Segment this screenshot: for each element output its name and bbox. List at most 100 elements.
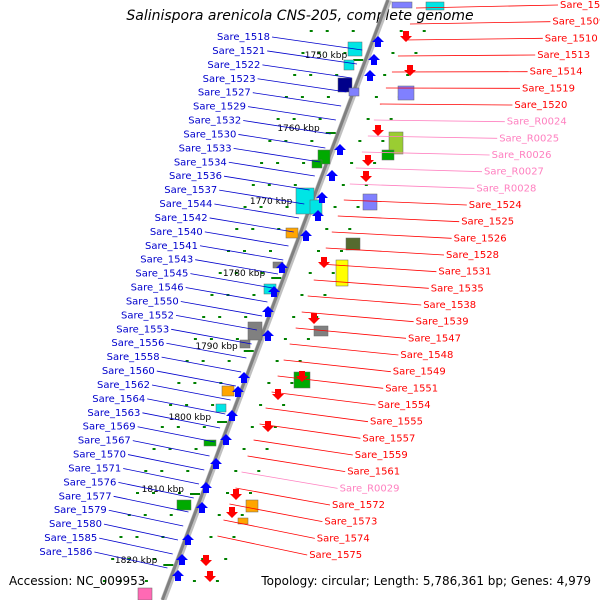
track-dot xyxy=(301,52,305,54)
track-dot xyxy=(234,470,238,472)
minus-gene-label: Sare_1546 xyxy=(131,283,184,294)
track-dot xyxy=(209,338,213,340)
plus-strand-arrow xyxy=(230,489,242,500)
track-dot xyxy=(152,448,156,450)
plus-strand-arrow xyxy=(362,155,374,166)
track-dot xyxy=(300,96,304,98)
plus-strand-arrow xyxy=(204,571,216,582)
minus-strand-arrow xyxy=(182,534,194,545)
track-dot xyxy=(374,96,378,98)
track-dot xyxy=(391,52,395,54)
rna-gene-label: Sare_R0028 xyxy=(476,183,536,194)
track-dot xyxy=(340,250,343,252)
minus-gene-label: Sare_1553 xyxy=(116,324,169,335)
label-connector xyxy=(307,295,422,306)
label-connector xyxy=(223,175,310,191)
track-dot xyxy=(144,580,148,582)
minus-gene-label: Sare_1541 xyxy=(145,241,198,252)
track-dot xyxy=(201,558,205,560)
plus-gene-label: Sare_1572 xyxy=(332,500,385,511)
track-dot xyxy=(284,140,288,142)
minus-gene-label: Sare_1558 xyxy=(107,352,160,363)
gene-feature-box xyxy=(425,1,445,11)
track-dot xyxy=(326,96,330,98)
track-dot xyxy=(227,360,231,362)
scale-label: 1780 kbp xyxy=(223,269,266,279)
label-connector xyxy=(313,279,429,289)
track-dot xyxy=(259,404,263,406)
minus-gene-label: Sare_1576 xyxy=(63,477,116,488)
track-dot xyxy=(153,558,157,560)
minus-gene-label: Sare_1550 xyxy=(126,296,179,307)
plus-gene-label: Sare_1575 xyxy=(309,550,362,561)
track-dot xyxy=(292,118,296,120)
label-connector xyxy=(185,287,268,303)
scale-label: 1770 kbp xyxy=(250,197,293,207)
track-dot xyxy=(285,206,289,208)
minus-gene-label: Sare_1537 xyxy=(164,185,217,196)
track-dot xyxy=(267,382,271,384)
minus-strand-arrow xyxy=(200,482,212,493)
label-connector xyxy=(156,370,236,387)
track-dot xyxy=(215,580,219,582)
minus-gene-label: Sare_1567 xyxy=(78,436,131,447)
gene-feature-box xyxy=(137,587,153,600)
label-connector xyxy=(241,471,338,489)
track-dot xyxy=(178,492,182,494)
track-dot xyxy=(210,294,214,296)
label-connector xyxy=(137,426,215,443)
track-dot xyxy=(259,206,263,208)
track-dot xyxy=(202,426,206,428)
track-dot xyxy=(211,404,215,406)
plus-strand-arrow xyxy=(262,421,274,432)
plus-gene-label: Sare_1524 xyxy=(469,200,522,211)
track-dot xyxy=(325,228,329,230)
track-dot xyxy=(293,184,297,186)
label-connector xyxy=(235,487,331,506)
label-connector xyxy=(253,439,353,456)
label-connector xyxy=(337,215,460,223)
plus-gene-label: Sare_1573 xyxy=(324,517,377,528)
track-dot xyxy=(309,30,313,32)
track-dot xyxy=(250,426,254,428)
label-connector xyxy=(373,119,505,123)
plus-gene-label: Sare_1528 xyxy=(446,250,499,261)
plus-gene-label: Sare_1547 xyxy=(408,333,461,344)
minus-gene-label: Sare_1534 xyxy=(174,157,227,168)
label-connector xyxy=(301,311,414,323)
minus-gene-label: Sare_1529 xyxy=(193,102,246,113)
label-connector xyxy=(289,343,399,356)
track-dot xyxy=(331,272,335,274)
track-dot xyxy=(292,316,296,318)
minus-strand-arrow xyxy=(312,210,324,221)
track-dot xyxy=(277,228,281,230)
track-dot xyxy=(351,30,355,32)
label-connector xyxy=(209,217,294,233)
track-dot xyxy=(169,514,173,516)
label-connector xyxy=(175,314,257,331)
label-connector xyxy=(199,245,284,261)
track-dot xyxy=(192,580,196,582)
minus-gene-label: Sare_1579 xyxy=(54,505,107,516)
track-dot xyxy=(111,558,115,560)
track-dot xyxy=(260,272,264,274)
label-connector xyxy=(123,468,200,485)
track-dot xyxy=(358,140,362,142)
minus-gene-label: Sare_1571 xyxy=(68,463,121,474)
minus-gene-label: Sare_1532 xyxy=(188,116,241,127)
track-dot xyxy=(186,470,190,472)
label-connector xyxy=(103,523,179,541)
track-dot xyxy=(185,404,189,406)
track-dot xyxy=(290,382,294,384)
label-connector xyxy=(166,342,247,359)
backbone-line xyxy=(160,0,390,600)
minus-gene-label: Sare_1545 xyxy=(135,269,188,280)
label-connector xyxy=(262,64,352,79)
gene-feature-box xyxy=(348,87,360,97)
plus-strand-arrow xyxy=(360,171,372,182)
gene-feature-box xyxy=(285,227,299,239)
plus-gene-label: Sare_1513 xyxy=(537,50,590,61)
minus-gene-label: Sare_1577 xyxy=(59,491,112,502)
track-dot xyxy=(348,228,352,230)
